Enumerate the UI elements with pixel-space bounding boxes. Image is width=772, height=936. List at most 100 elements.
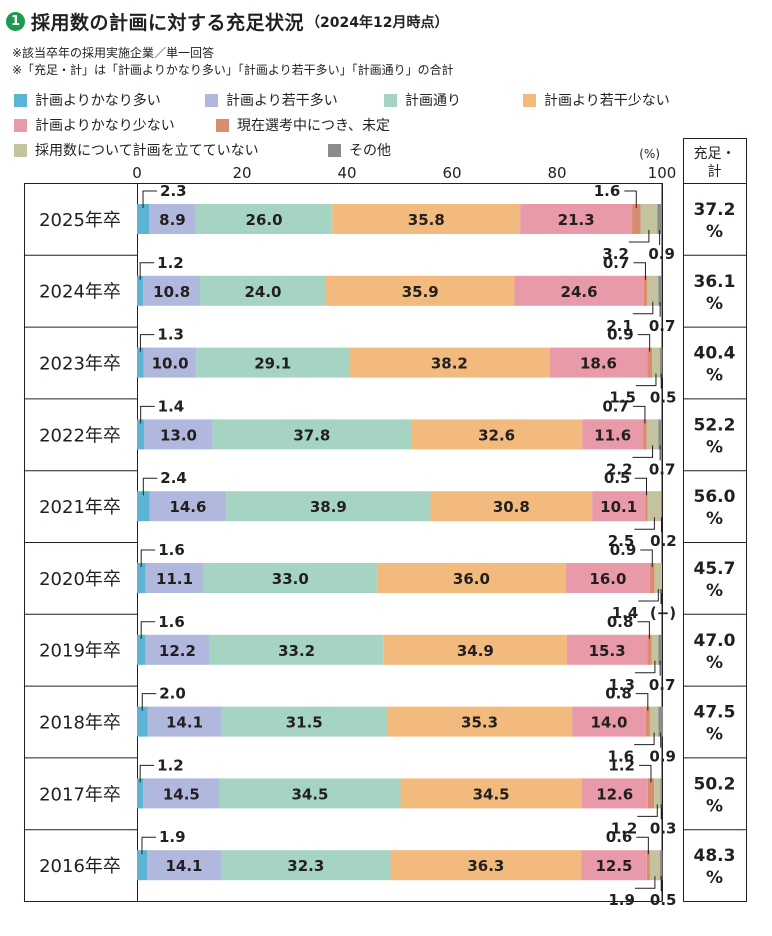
data-label: 14.1 [166,714,203,732]
bar-segment [149,204,196,234]
data-label: 2.3 [160,182,187,200]
data-label: 14.0 [590,714,627,732]
data-label: 1.5 [609,389,636,407]
data-label: 35.9 [402,283,439,301]
bar-segment [430,491,593,522]
summary-value: % [706,725,723,745]
data-label: 13.0 [160,426,197,444]
summary-value: % [706,796,723,816]
bar-segment [549,347,648,378]
bar-segment [144,419,213,450]
figure-number-badge: 1 [6,12,25,31]
bar-segment [137,491,150,522]
x-tick-label: 40 [337,164,356,182]
category-label: 2022年卒 [39,425,121,446]
data-label: 0.3 [650,819,677,837]
bar-segment [646,850,650,881]
data-label: 14.6 [169,498,206,516]
bar-segment [647,634,652,665]
bar-segment [643,275,648,306]
bar-segment [143,778,220,809]
bar-segment [376,563,566,593]
bar-segment [660,491,662,522]
data-label: 36.0 [453,570,490,588]
summary-frame [683,138,747,902]
bar-segment [195,204,333,234]
legend-swatch [523,93,536,107]
data-label: 37.8 [293,426,330,444]
data-label: 1.6 [594,182,621,200]
data-label: 1.6 [608,748,635,766]
data-label: 2.4 [160,469,187,487]
summary-value: 47.5 [694,703,736,723]
x-tick-label: 20 [232,164,251,182]
leader-line [638,764,652,783]
leader-line [142,190,158,208]
unit-label: (%) [639,147,660,161]
bar-segment [386,706,573,737]
leader-line [637,334,651,352]
bar-segment [145,563,204,593]
leader-line [142,477,158,496]
bar-segment [400,778,582,809]
legend-item: 計画よりかなり多い [14,90,161,110]
data-label: 8.9 [159,211,186,229]
x-tick-label: 100 [648,164,677,182]
bar-segment [137,778,144,809]
category-label: 2021年卒 [39,497,121,518]
data-label: 0.7 [649,676,676,694]
data-label: 10.0 [152,355,189,373]
data-label: 3.2 [602,245,629,263]
leader-line [634,660,656,674]
leader-line [141,693,157,711]
category-label: 2023年卒 [39,354,121,375]
data-label: 1.9 [159,828,186,846]
category-label: 2020年卒 [39,569,121,590]
data-label: 1.2 [608,756,635,774]
summary-value: 40.4 [694,344,736,364]
leader-line [624,190,637,208]
bar-segment [219,778,401,809]
data-label: 38.9 [310,498,347,516]
bar-segment [221,850,391,881]
bar-segment [196,347,350,378]
data-label: 0.8 [607,613,634,631]
data-label: 12.2 [159,642,196,660]
summary-value: 45.7 [694,559,736,579]
bar-segment [649,850,660,881]
data-label: 24.6 [561,283,598,301]
bar-segment [137,419,145,450]
bar-segment [657,204,662,234]
legend-label: 採用数について計画を立てていない [35,143,259,159]
category-label: 2025年卒 [39,210,121,231]
data-label: 2.1 [606,317,633,335]
data-label: 1.4 [612,604,639,622]
data-label: 35.8 [408,211,445,229]
bar-segment [203,563,377,593]
data-label: 0.9 [610,541,637,559]
legend-label: 計画より若干多い [226,93,338,109]
bar-segment [143,275,200,306]
bar-segment [581,778,648,809]
data-label: 1.6 [158,613,185,631]
leader-line [632,405,646,424]
summary-value: 36.1 [694,272,736,292]
data-label: 1.2 [157,756,184,774]
data-label: 0.9 [607,326,634,344]
bar-segment [146,850,221,881]
leader-line [633,262,646,280]
leader-line [634,517,655,530]
data-label: 0.2 [650,532,677,550]
legend-swatch [205,93,218,107]
data-label: 12.6 [596,785,633,803]
x-tick-label: 60 [442,164,461,182]
data-label: 12.5 [595,857,632,875]
bar-segment [592,491,646,522]
data-label: 1.6 [158,541,185,559]
note-1: ※該当卒年の採用実施企業／単一回答 [12,46,215,60]
legend-item: 計画通り [384,90,461,110]
legend-swatch [14,93,27,107]
bar-segment [137,706,148,737]
leader-line [632,445,654,458]
data-label: 34.5 [473,785,510,803]
